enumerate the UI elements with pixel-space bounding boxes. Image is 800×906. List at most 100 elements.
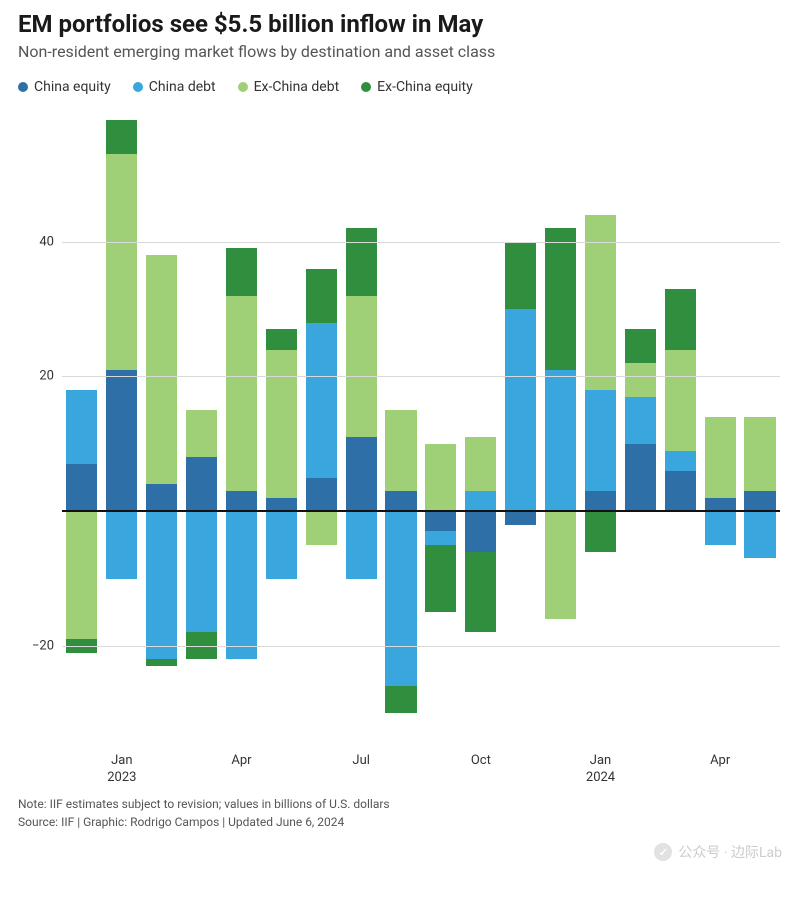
bar-column bbox=[146, 107, 177, 747]
y-tick-label: −20 bbox=[18, 638, 54, 653]
zero-line bbox=[62, 510, 780, 512]
legend-swatch bbox=[238, 82, 248, 92]
y-tick-label: 40 bbox=[18, 234, 54, 249]
bar-segment bbox=[465, 491, 496, 511]
x-tick-label: Jan2024 bbox=[586, 753, 615, 787]
bar-segment bbox=[186, 410, 217, 457]
legend-label: China debt bbox=[149, 79, 216, 95]
bar-column bbox=[705, 107, 736, 747]
legend-item: China equity bbox=[18, 79, 111, 95]
x-tick-label: Apr bbox=[710, 753, 730, 770]
bar-segment bbox=[306, 269, 337, 323]
bar-column bbox=[425, 107, 456, 747]
bar-segment bbox=[106, 120, 137, 154]
bar-segment bbox=[625, 397, 656, 444]
bars-layer bbox=[62, 107, 780, 747]
chart-footer: Note: IIF estimates subject to revision;… bbox=[18, 795, 782, 831]
bar-column bbox=[545, 107, 576, 747]
bar-segment bbox=[665, 350, 696, 451]
watermark: ✓ 公众号 · 边际Lab bbox=[654, 842, 782, 862]
bar-segment bbox=[226, 511, 257, 659]
bar-segment bbox=[226, 248, 257, 295]
grid-line bbox=[62, 646, 780, 647]
legend-label: Ex-China debt bbox=[254, 79, 340, 95]
bar-segment bbox=[425, 545, 456, 612]
bar-segment bbox=[465, 511, 496, 551]
wechat-icon: ✓ bbox=[654, 843, 672, 861]
chart-note: Note: IIF estimates subject to revision;… bbox=[18, 795, 782, 813]
bar-segment bbox=[146, 511, 177, 659]
bar-segment bbox=[266, 498, 297, 511]
legend: China equity China debt Ex-China debt Ex-Ch… bbox=[18, 79, 782, 95]
bar-segment bbox=[425, 531, 456, 544]
bar-segment bbox=[66, 511, 97, 639]
bar-segment bbox=[505, 242, 536, 309]
bar-segment bbox=[465, 552, 496, 633]
bar-segment bbox=[585, 491, 616, 511]
bar-segment bbox=[306, 323, 337, 478]
bar-column bbox=[465, 107, 496, 747]
bar-segment bbox=[146, 484, 177, 511]
bar-segment bbox=[306, 511, 337, 545]
bar-column bbox=[186, 107, 217, 747]
chart-source: Source: IIF | Graphic: Rodrigo Campos | … bbox=[18, 813, 782, 831]
bar-column bbox=[505, 107, 536, 747]
bar-segment bbox=[106, 370, 137, 511]
bar-segment bbox=[146, 255, 177, 484]
bar-column bbox=[106, 107, 137, 747]
bar-column bbox=[625, 107, 656, 747]
bar-segment bbox=[545, 370, 576, 511]
watermark-text: 公众号 · 边际Lab bbox=[678, 842, 782, 862]
bar-segment bbox=[705, 511, 736, 545]
bar-segment bbox=[266, 511, 297, 578]
x-tick-label: Oct bbox=[471, 753, 491, 770]
bar-segment bbox=[665, 451, 696, 471]
bar-column bbox=[385, 107, 416, 747]
bar-segment bbox=[425, 444, 456, 511]
legend-label: China equity bbox=[34, 79, 111, 95]
bar-segment bbox=[585, 390, 616, 491]
bar-column bbox=[346, 107, 377, 747]
legend-item: Ex-China debt bbox=[238, 79, 340, 95]
bar-segment bbox=[106, 154, 137, 370]
bar-segment bbox=[346, 228, 377, 295]
bar-segment bbox=[306, 478, 337, 512]
bar-segment bbox=[385, 491, 416, 511]
bar-segment bbox=[106, 511, 137, 578]
bar-segment bbox=[625, 329, 656, 363]
bar-segment bbox=[705, 498, 736, 511]
bar-segment bbox=[66, 390, 97, 464]
chart: −202040 Jan2023AprJulOctJan2024Apr bbox=[18, 107, 780, 787]
x-axis: Jan2023AprJulOctJan2024Apr bbox=[62, 747, 780, 787]
bar-segment bbox=[346, 296, 377, 437]
bar-segment bbox=[186, 457, 217, 511]
x-tick-label: Jan2023 bbox=[107, 753, 136, 787]
bar-segment bbox=[425, 511, 456, 531]
legend-item: Ex-China equity bbox=[361, 79, 473, 95]
bar-segment bbox=[744, 511, 775, 558]
bar-column bbox=[665, 107, 696, 747]
grid-line bbox=[62, 376, 780, 377]
bar-segment bbox=[385, 686, 416, 713]
legend-item: China debt bbox=[133, 79, 216, 95]
bar-segment bbox=[346, 437, 377, 511]
bar-segment bbox=[186, 511, 217, 632]
bar-segment bbox=[505, 511, 536, 524]
bar-segment bbox=[385, 511, 416, 686]
bar-segment bbox=[744, 491, 775, 511]
bar-segment bbox=[266, 329, 297, 349]
bar-segment bbox=[385, 410, 416, 491]
x-tick-label: Jul bbox=[352, 753, 370, 770]
bar-column bbox=[744, 107, 775, 747]
y-tick-label: 20 bbox=[18, 369, 54, 384]
bar-segment bbox=[625, 363, 656, 397]
bar-segment bbox=[266, 350, 297, 498]
bar-segment bbox=[346, 511, 377, 578]
plot-area bbox=[62, 107, 780, 747]
bar-segment bbox=[585, 511, 616, 551]
bar-segment bbox=[665, 289, 696, 350]
bar-segment bbox=[665, 471, 696, 511]
bar-segment bbox=[744, 417, 775, 491]
grid-line bbox=[62, 242, 780, 243]
bar-segment bbox=[625, 444, 656, 511]
